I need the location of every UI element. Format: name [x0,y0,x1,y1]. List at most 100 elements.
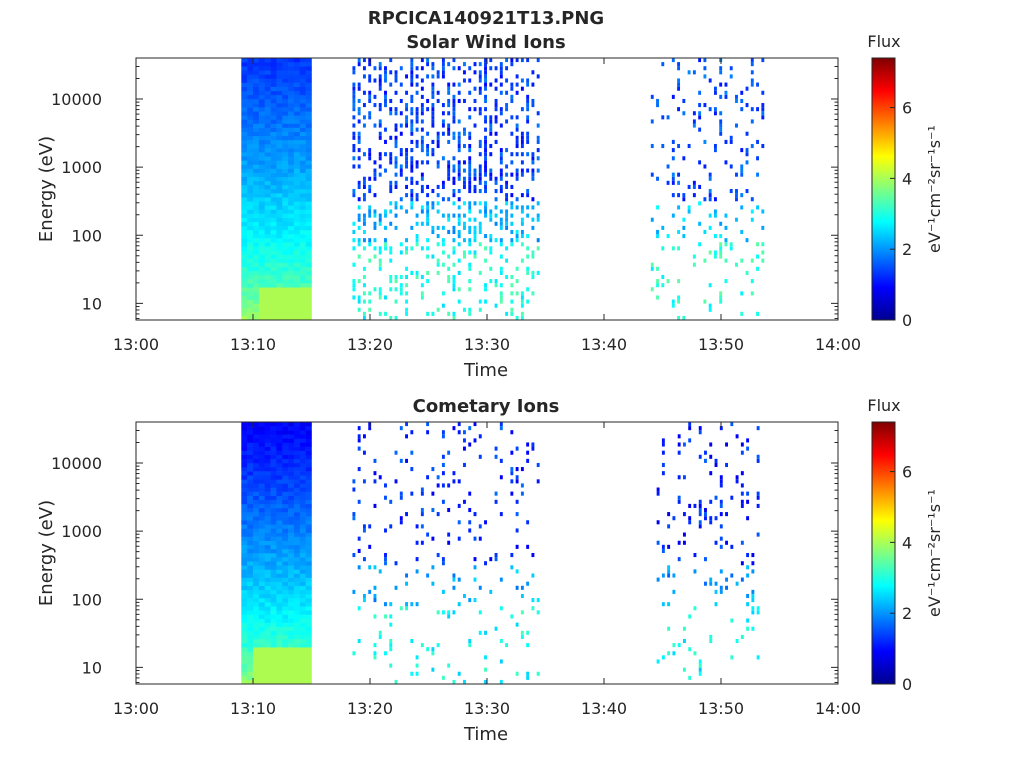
heatmap-cell [288,90,295,96]
heatmap-cell [270,434,277,439]
heatmap-cell [270,180,277,186]
heatmap-cell [241,651,248,656]
heatmap-cell [714,602,718,607]
heatmap-cell [288,229,295,235]
heatmap-cell [288,548,295,554]
heatmap-cell [761,209,765,214]
heatmap-cell [698,115,702,120]
heatmap-cell [426,58,430,63]
heatmap-cell [264,422,271,427]
heatmap-cell [420,148,424,153]
x-tick-label: 13:50 [698,335,744,354]
heatmap-cell [489,279,493,284]
heatmap-cell [258,520,265,525]
heatmap-cell [405,307,408,312]
heatmap-cell [515,446,519,451]
heatmap-cell [270,270,277,276]
heatmap-cell [299,209,306,214]
heatmap-cell [457,234,461,239]
heatmap-cell [399,520,403,525]
heatmap-cell [457,82,461,87]
heatmap-cell [270,634,277,640]
heatmap-cell [447,164,451,169]
heatmap-cell [276,86,283,92]
heatmap-cell [241,78,248,83]
heatmap-cell [282,454,289,460]
heatmap-cell [468,78,472,83]
heatmap-cell [253,667,260,673]
heatmap-cell [405,299,408,304]
heatmap-cell [288,107,295,112]
heatmap-cell [299,246,306,251]
heatmap-cell [457,164,461,169]
heatmap-cell [282,82,289,87]
heatmap-cell [258,528,265,533]
heatmap-cell [288,201,295,206]
heatmap-cell [293,524,301,529]
heatmap-cell [305,78,312,83]
heatmap-cell [457,189,461,194]
heatmap-cell [704,450,707,455]
heatmap-cell [531,152,535,157]
heatmap-cell [761,90,765,95]
heatmap-cell [276,475,283,480]
heatmap-cell [282,438,289,443]
heatmap-cell [405,581,408,586]
heatmap-cell [299,532,306,537]
heatmap-cell [499,111,503,116]
heatmap-cell [241,86,248,92]
heatmap-cell [258,651,265,656]
heatmap-cell [288,675,295,681]
heatmap-cell [478,201,482,206]
heatmap-cell [505,193,509,198]
heatmap-cell [420,139,424,144]
heatmap-cell [661,471,665,476]
heatmap-cell [293,184,301,190]
heatmap-cell [499,458,503,463]
heatmap-cell [270,229,277,235]
heatmap-cell [709,499,713,504]
heatmap-cell [526,254,530,259]
heatmap-cell [378,119,382,124]
heatmap-cell [357,499,361,504]
heatmap-cell [282,197,289,202]
heatmap-cell [282,143,289,149]
heatmap-cell [536,135,540,140]
heatmap-cell [247,499,254,505]
heatmap-cell [258,148,265,153]
heatmap-cell [305,115,312,120]
heatmap-cell [750,82,754,87]
heatmap-cell [478,86,482,91]
heatmap-cell [468,107,472,112]
heatmap-cell [724,225,728,230]
heatmap-cell [478,242,482,247]
heatmap-cell [264,667,271,673]
heatmap-cell [352,283,356,288]
heatmap-cell [447,82,451,87]
heatmap-cell [247,176,254,182]
panel-cometary-title: Cometary Ions [413,396,560,417]
heatmap-cell [270,544,277,550]
heatmap-cell [305,471,312,476]
heatmap-cell [282,287,289,292]
heatmap-cell [357,156,361,161]
heatmap-cell [241,193,248,198]
heatmap-cell [293,180,301,186]
heatmap-cell [394,164,398,169]
heatmap-cell [478,107,482,112]
heatmap-cell [276,234,283,239]
heatmap-cell [468,266,472,271]
heatmap-cell [288,593,295,599]
heatmap-cell [247,238,254,243]
heatmap-cell [288,638,295,644]
heatmap-cell [305,139,312,145]
heatmap-cell [468,160,472,165]
heatmap-cell [288,156,295,161]
heatmap-cell [241,176,248,182]
heatmap-cell [241,217,248,223]
heatmap-cell [253,258,260,263]
colorbar-tick-label: 2 [902,240,912,259]
heatmap-cell [478,536,482,541]
heatmap-cell [468,262,472,267]
heatmap-cell [698,103,702,108]
